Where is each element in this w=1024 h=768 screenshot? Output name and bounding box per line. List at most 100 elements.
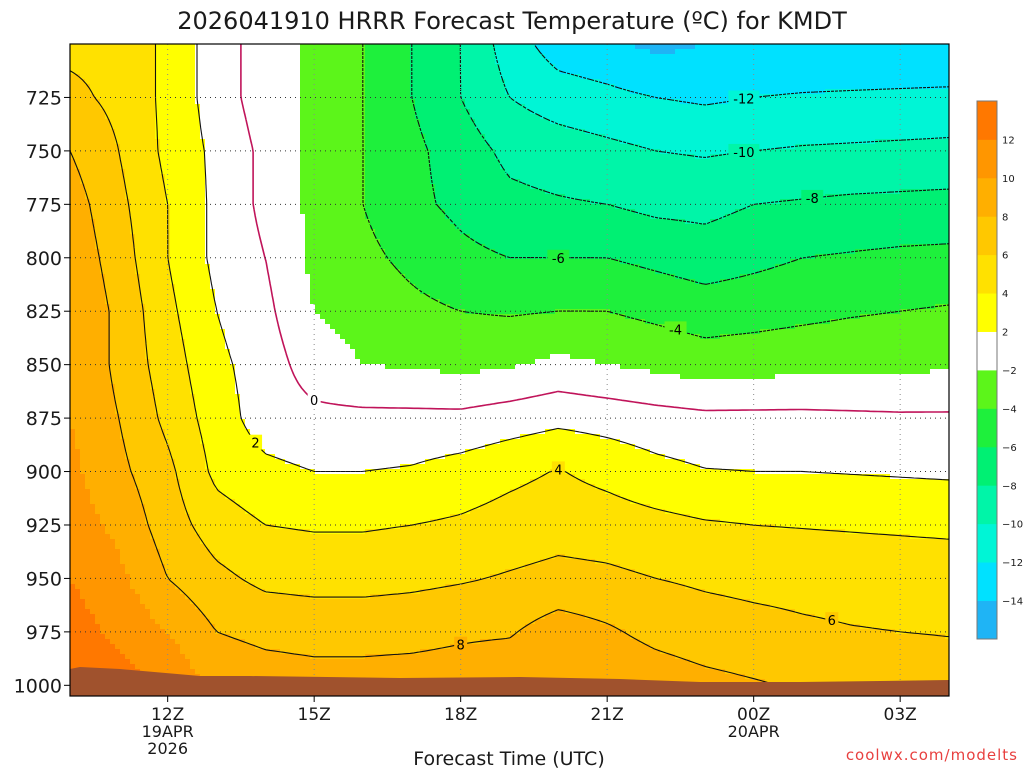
temperature-cell: [115, 164, 121, 170]
temperature-cell: [780, 154, 786, 160]
temperature-cell: [680, 129, 686, 135]
temperature-cell: [715, 119, 721, 125]
temperature-cell: [340, 179, 346, 185]
temperature-cell: [540, 84, 546, 90]
temperature-cell: [515, 164, 521, 170]
temperature-cell: [610, 79, 616, 85]
temperature-cell: [580, 79, 586, 85]
temperature-cell: [265, 119, 271, 125]
temperature-cell: [795, 99, 801, 105]
temperature-cell: [325, 109, 331, 115]
temperature-cell: [505, 114, 511, 120]
temperature-cell: [375, 169, 381, 175]
temperature-cell: [585, 164, 591, 170]
temperature-cell: [130, 124, 136, 130]
temperature-cell: [345, 129, 351, 135]
temperature-cell: [95, 104, 101, 110]
temperature-cell: [440, 109, 446, 115]
temperature-cell: [785, 134, 791, 140]
temperature-cell: [365, 139, 371, 145]
temperature-cell: [700, 109, 706, 115]
temperature-cell: [380, 109, 386, 115]
temperature-cell: [270, 64, 276, 70]
temperature-cell: [875, 64, 881, 70]
temperature-cell: [730, 59, 736, 65]
temperature-cell: [665, 109, 671, 115]
temperature-cell: [565, 164, 571, 170]
temperature-cell: [240, 64, 246, 70]
temperature-cell: [690, 104, 696, 110]
temperature-cell: [255, 44, 261, 50]
temperature-cell: [435, 134, 441, 140]
temperature-cell: [925, 49, 931, 55]
temperature-cell: [590, 109, 596, 115]
temperature-cell: [665, 169, 671, 175]
temperature-cell: [915, 149, 921, 155]
temperature-cell: [385, 174, 391, 180]
temperature-cell: [890, 44, 896, 50]
temperature-cell: [715, 79, 721, 85]
temperature-cell: [490, 99, 496, 105]
temperature-cell: [640, 79, 646, 85]
temperature-cell: [485, 124, 491, 130]
temperature-cell: [655, 179, 661, 185]
temperature-cell: [495, 99, 501, 105]
temperature-cell: [210, 64, 216, 70]
temperature-cell: [255, 109, 261, 115]
temperature-cell: [70, 159, 76, 165]
temperature-cell: [605, 114, 611, 120]
temperature-cell: [195, 129, 201, 135]
temperature-cell: [355, 129, 361, 135]
temperature-cell: [635, 94, 641, 100]
temperature-cell: [545, 114, 551, 120]
temperature-cell: [765, 159, 771, 165]
temperature-cell: [180, 184, 186, 190]
temperature-cell: [610, 169, 616, 175]
temperature-cell: [140, 114, 146, 120]
temperature-cell: [330, 174, 336, 180]
temperature-cell: [390, 89, 396, 95]
temperature-cell: [895, 124, 901, 130]
temperature-cell: [885, 124, 891, 130]
temperature-cell: [330, 79, 336, 85]
temperature-cell: [590, 49, 596, 55]
temperature-cell: [695, 134, 701, 140]
temperature-cell: [515, 59, 521, 65]
temperature-cell: [270, 79, 276, 85]
temperature-cell: [415, 79, 421, 85]
temperature-cell: [300, 49, 306, 55]
temperature-cell: [215, 129, 221, 135]
temperature-cell: [250, 49, 256, 55]
temperature-cell: [775, 89, 781, 95]
temperature-cell: [485, 44, 491, 50]
temperature-cell: [310, 169, 316, 175]
temperature-cell: [845, 149, 851, 155]
temperature-cell: [245, 109, 251, 115]
temperature-cell: [740, 179, 746, 185]
temperature-cell: [540, 89, 546, 95]
temperature-cell: [235, 59, 241, 65]
temperature-cell: [875, 179, 881, 185]
temperature-cell: [70, 59, 76, 65]
temperature-cell: [335, 134, 341, 140]
temperature-cell: [765, 124, 771, 130]
temperature-cell: [110, 94, 116, 100]
temperature-cell: [610, 109, 616, 115]
temperature-cell: [175, 124, 181, 130]
temperature-cell: [600, 129, 606, 135]
temperature-cell: [355, 84, 361, 90]
temperature-cell: [155, 99, 161, 105]
temperature-cell: [760, 99, 766, 105]
temperature-cell: [770, 174, 776, 180]
temperature-cell: [240, 179, 246, 185]
temperature-cell: [155, 84, 161, 90]
temperature-cell: [365, 174, 371, 180]
temperature-cell: [305, 44, 311, 50]
temperature-cell: [795, 139, 801, 145]
temperature-cell: [420, 159, 426, 165]
temperature-cell: [900, 149, 906, 155]
temperature-cell: [870, 114, 876, 120]
temperature-cell: [610, 54, 616, 60]
temperature-cell: [625, 124, 631, 130]
temperature-cell: [355, 159, 361, 165]
